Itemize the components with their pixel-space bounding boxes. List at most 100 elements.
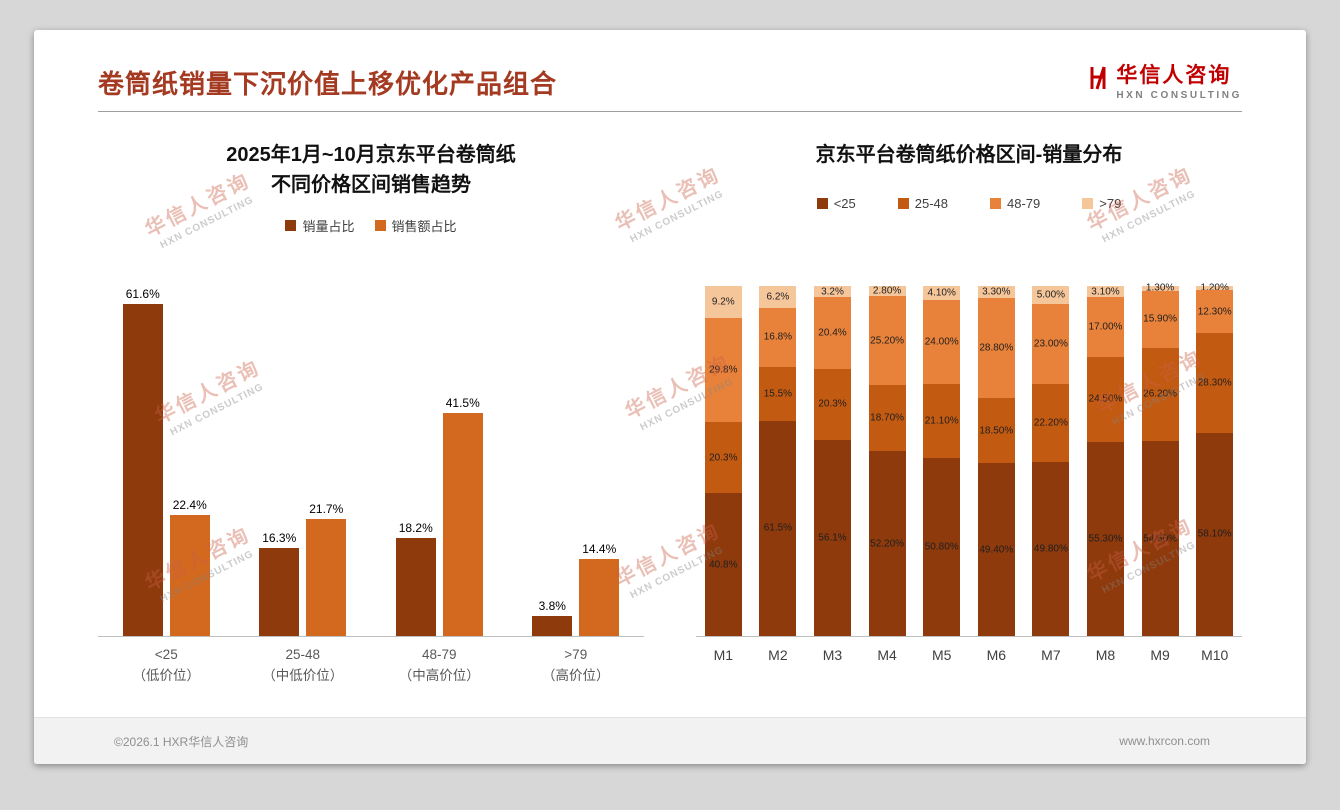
stack-segment: 52.20%: [868, 451, 906, 637]
legend-label: <25: [833, 196, 856, 212]
stacked-column-cell: 1.30% 15.90% 26.20% 54.60%: [1133, 282, 1188, 637]
segment-value-label: 49.40%: [979, 544, 1014, 556]
segment-value-label: 28.30%: [1197, 377, 1232, 389]
stack-segment: 49.80%: [1032, 461, 1070, 637]
stack-segment: 18.70%: [868, 385, 906, 452]
bar-value-label: 16.3%: [262, 531, 297, 546]
stack-segment: 25.20%: [868, 296, 906, 386]
stack-segment: 17.00%: [1086, 296, 1124, 357]
segment-value-label: 25.20%: [870, 335, 905, 347]
bar: [306, 519, 347, 637]
stack-segment: 29.8%: [704, 318, 742, 423]
legend: 销量占比 销售额占比: [98, 216, 644, 235]
segment-value-label: 4.10%: [927, 287, 956, 299]
stack-segment: 20.4%: [813, 297, 851, 369]
bar-group: 18.2% 41.5%: [371, 286, 508, 637]
stack-segment: 24.00%: [923, 300, 961, 385]
stack-segment: 61.5%: [759, 420, 797, 637]
stacked-column: 3.2% 20.4% 20.3% 56.1%: [813, 286, 851, 637]
bar-group: 61.6% 22.4%: [98, 286, 235, 637]
stacked-column: 2.80% 25.20% 18.70% 52.20%: [868, 285, 906, 637]
stack-segment: 26.20%: [1141, 347, 1179, 442]
stack-segment: 40.8%: [704, 493, 742, 637]
stacked-column-cell: 2.80% 25.20% 18.70% 52.20%: [860, 285, 915, 637]
stack-segment: 4.10%: [923, 286, 961, 301]
bar-value-label: 41.5%: [445, 395, 480, 410]
stack-segment: 54.60%: [1141, 441, 1179, 637]
segment-value-label: 1.20%: [1200, 282, 1229, 294]
segment-value-label: 49.80%: [1033, 543, 1068, 555]
segment-value-label: 3.30%: [982, 286, 1011, 298]
x-axis-label: >79 （高价位）: [508, 645, 645, 687]
stack-segment: 50.80%: [923, 458, 961, 637]
x-axis-label: M2: [768, 647, 788, 664]
legend-item: <25: [816, 196, 856, 212]
segment-value-label: 55.30%: [1088, 533, 1123, 545]
stack-segment: 49.40%: [977, 463, 1015, 637]
stacked-column: 6.2% 16.8% 15.5% 61.5%: [759, 286, 797, 637]
stack-segment: 6.2%: [759, 286, 797, 308]
stacked-column-cell: 9.2% 29.8% 20.3% 40.8%: [696, 286, 751, 637]
x-axis-label-tier: （中低价位）: [262, 668, 344, 684]
segment-value-label: 2.80%: [872, 285, 902, 297]
stacked-column-cell: 3.2% 20.4% 20.3% 56.1%: [805, 286, 860, 637]
stacked-bar-chart: 京东平台卷筒纸价格区间-销量分布 <25 25-48 48-79 >79 9.2% 29…: [696, 128, 1242, 687]
segment-value-label: 26.20%: [1143, 388, 1178, 400]
stacked-column: 1.20% 12.30% 28.30% 58.10%: [1196, 283, 1234, 637]
stacked-column: 3.30% 28.80% 18.50% 49.40%: [977, 286, 1015, 637]
stack-segment: 3.30%: [977, 286, 1015, 298]
stack-segment: 18.50%: [977, 398, 1015, 464]
footer-copyright: ©2026.1 HXR华信人咨询: [114, 734, 249, 749]
stack-segment: 3.2%: [813, 286, 851, 298]
segment-value-label: 9.2%: [711, 296, 735, 308]
stacked-column-cell: 1.20% 12.30% 28.30% 58.10%: [1187, 283, 1242, 637]
stacked-column: 5.00% 23.00% 22.20% 49.80%: [1032, 286, 1070, 637]
legend-label: 销量占比: [302, 219, 355, 235]
segment-value-label: 21.10%: [924, 415, 959, 427]
segment-value-label: 20.3%: [709, 452, 738, 464]
segment-value-label: 3.2%: [821, 286, 844, 298]
bar-column: 41.5%: [442, 286, 483, 637]
x-axis-label-tier: （高价位）: [542, 668, 610, 684]
segment-value-label: 50.80%: [924, 541, 959, 553]
chart-title: 京东平台卷筒纸价格区间-销量分布: [815, 144, 1123, 167]
segment-value-label: 15.90%: [1143, 313, 1178, 325]
segment-value-label: 29.8%: [709, 364, 738, 376]
stack-segment: 20.3%: [813, 368, 851, 440]
segment-value-label: 56.1%: [818, 532, 847, 544]
segment-value-label: 12.30%: [1197, 306, 1232, 318]
stack-segment: 28.80%: [977, 297, 1015, 399]
x-axis-label: <25 （低价位）: [98, 645, 235, 687]
bar-group: 16.3% 21.7%: [235, 286, 372, 637]
segment-value-label: 40.8%: [709, 559, 738, 571]
bar-column: 3.8%: [532, 286, 573, 637]
x-axis-label-range: 25-48: [285, 647, 321, 663]
segment-value-label: 1.30%: [1145, 282, 1175, 294]
legend-swatch-icon: [897, 198, 909, 210]
legend-swatch-icon: [816, 198, 828, 210]
slide-footer: ©2026.1 HXR华信人咨询 www.hxrcon.com: [34, 717, 1306, 764]
segment-value-label: 28.80%: [979, 342, 1014, 354]
x-axis-label: 25-48 （中低价位）: [235, 645, 372, 687]
stack-segment: 1.30%: [1141, 282, 1179, 294]
stack-segment: 1.20%: [1196, 283, 1234, 294]
slide: 卷筒纸销量下沉价值上移优化产品组合 华信人咨询 HXN CONSULTING 2…: [34, 30, 1306, 764]
stacked-column-cell: 4.10% 24.00% 21.10% 50.80%: [914, 286, 969, 637]
stack-segment: 12.30%: [1196, 290, 1234, 334]
bar-group: 3.8% 14.4%: [508, 286, 645, 637]
stack-segment: 15.5%: [759, 366, 797, 421]
stack-segment: 16.8%: [759, 307, 797, 367]
legend-item: >79: [1082, 196, 1121, 211]
x-axis-label-tier: （中高价位）: [398, 668, 480, 684]
legend-label: 48-79: [1007, 196, 1041, 212]
x-axis-label: M7: [1041, 647, 1061, 664]
stacked-column: 9.2% 29.8% 20.3% 40.8%: [704, 286, 742, 637]
x-axis-label: M8: [1095, 647, 1116, 664]
stack-segment: 22.20%: [1032, 384, 1070, 462]
bar: [395, 538, 436, 637]
stacked-column: 3.10% 17.00% 24.50% 55.30%: [1086, 286, 1124, 637]
segment-value-label: 20.3%: [818, 398, 847, 410]
stacked-column-cell: 3.30% 28.80% 18.50% 49.40%: [969, 286, 1024, 637]
segment-value-label: 20.4%: [818, 327, 847, 339]
stacked-column: 4.10% 24.00% 21.10% 50.80%: [923, 286, 961, 637]
